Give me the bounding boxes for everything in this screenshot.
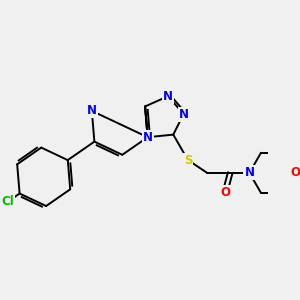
Text: S: S — [184, 154, 192, 166]
Text: N: N — [244, 166, 254, 179]
Text: N: N — [178, 108, 188, 121]
Text: N: N — [163, 90, 173, 103]
Text: N: N — [87, 104, 97, 117]
Text: N: N — [143, 131, 153, 144]
Text: O: O — [291, 166, 300, 179]
Text: O: O — [220, 186, 230, 199]
Text: Cl: Cl — [2, 195, 14, 208]
